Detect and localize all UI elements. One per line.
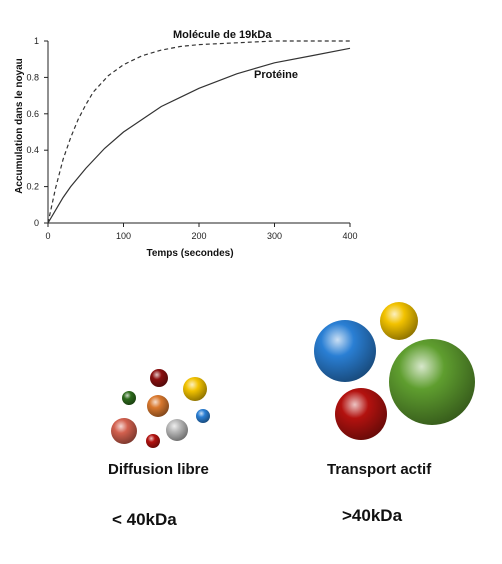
series-line-proteine: [47, 47, 351, 224]
x-tick-label: 0: [45, 231, 50, 241]
accumulation-chart: 0 100 200 300 400 0 0.2 0.4 0.6 0.8 1 Temps (secon…: [14, 29, 358, 259]
y-tick-label: 0.8: [26, 72, 39, 82]
small-sphere-green: [122, 391, 136, 405]
x-tick-label: 300: [267, 231, 282, 241]
large-sphere-yellow: [380, 302, 418, 340]
x-axis-title: Temps (secondes): [146, 248, 233, 259]
active-transport-title: Transport actif: [327, 461, 432, 478]
y-tick-label: 0.4: [26, 145, 39, 155]
x-tick-label: 200: [191, 231, 206, 241]
y-tick-label: 0: [34, 218, 39, 228]
large-spheres-group: [314, 302, 475, 440]
small-sphere-orange: [147, 395, 169, 417]
plot-area: 0 100 200 300 400 0 0.2 0.4 0.6 0.8 1: [26, 36, 357, 241]
small-size-label: < 40kDa: [112, 510, 177, 529]
large-sphere-blue: [314, 320, 376, 382]
y-tick-label: 1: [34, 36, 39, 46]
series-line-molecule: [47, 40, 350, 224]
x-tick-label: 400: [342, 231, 357, 241]
small-sphere-silver: [166, 419, 188, 441]
small-sphere-yellow: [183, 377, 207, 401]
y-tick-label: 0.2: [26, 182, 39, 192]
large-size-label: >40kDa: [342, 506, 403, 525]
free-diffusion-title: Diffusion libre: [108, 461, 209, 478]
series-label-proteine: Protéine: [254, 69, 298, 81]
x-tick-label: 100: [116, 231, 131, 241]
small-sphere-blue: [196, 409, 210, 423]
small-sphere-dark-red: [150, 369, 168, 387]
large-sphere-red: [335, 388, 387, 440]
small-sphere-red: [146, 434, 160, 448]
large-sphere-green: [389, 339, 475, 425]
y-tick-label: 0.6: [26, 109, 39, 119]
y-axis-title: Accumulation dans le noyau: [14, 58, 25, 194]
series-label-molecule: Molécule de 19kDa: [173, 29, 272, 41]
small-sphere-salmon: [111, 418, 137, 444]
small-spheres-group: [111, 369, 210, 448]
